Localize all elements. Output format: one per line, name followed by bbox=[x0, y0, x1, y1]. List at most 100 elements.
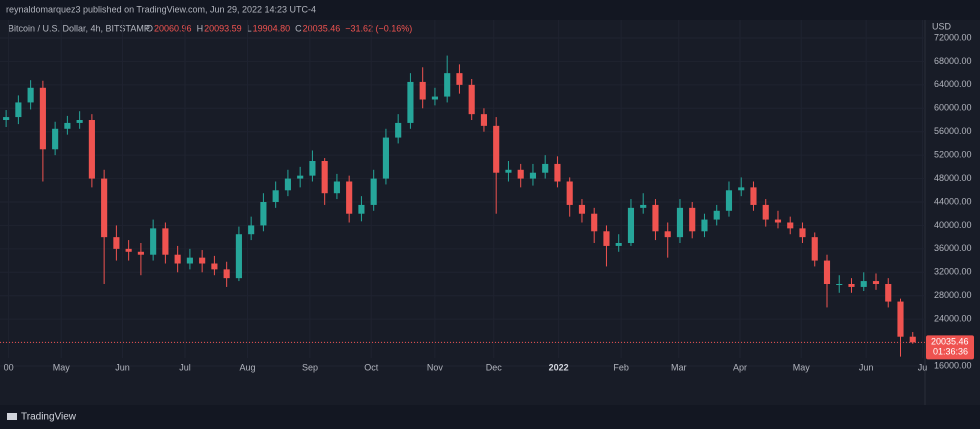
candle-body bbox=[811, 237, 818, 261]
candle-body bbox=[713, 210, 720, 220]
candle-body bbox=[554, 163, 561, 182]
candle-body bbox=[517, 169, 524, 179]
x-tick-label: Jun bbox=[115, 362, 130, 372]
candle-body bbox=[333, 181, 340, 194]
candle-body bbox=[15, 102, 22, 118]
ohlc-value: 20093.59 bbox=[204, 23, 242, 33]
ohlc-value: 19904.80 bbox=[253, 23, 291, 33]
x-tick-label: Jul bbox=[179, 362, 191, 372]
x-tick-label: Aug bbox=[239, 362, 255, 372]
candle-body bbox=[566, 181, 573, 205]
candle-body bbox=[260, 202, 267, 226]
candle-body bbox=[370, 178, 377, 205]
candle-body bbox=[848, 284, 855, 287]
candle-body bbox=[186, 257, 193, 264]
candle-body bbox=[909, 336, 916, 343]
candle-body bbox=[358, 204, 365, 214]
y-tick-label: 16000.00 bbox=[934, 360, 972, 370]
candle-body bbox=[321, 161, 328, 194]
candle-body bbox=[101, 178, 108, 238]
candle-body bbox=[664, 231, 671, 238]
candle-body bbox=[419, 81, 426, 100]
candle-body bbox=[493, 125, 500, 173]
candle-body bbox=[395, 122, 402, 138]
candle-body bbox=[223, 269, 230, 279]
y-tick-label: 32000.00 bbox=[934, 267, 972, 277]
x-tick-label: Jun bbox=[859, 362, 874, 372]
candle-body bbox=[689, 207, 696, 232]
y-tick-label: 40000.00 bbox=[934, 220, 972, 230]
x-tick-label: Feb bbox=[613, 362, 629, 372]
candle-body bbox=[150, 228, 157, 255]
candle-body bbox=[76, 120, 83, 123]
candle-body bbox=[676, 207, 684, 238]
y-tick-label: 64000.00 bbox=[934, 79, 972, 89]
last-price-box bbox=[926, 335, 974, 360]
candle-body bbox=[787, 222, 794, 229]
y-tick-label: 28000.00 bbox=[934, 290, 972, 300]
candle-body bbox=[113, 237, 120, 249]
x-tick-label: May bbox=[53, 362, 71, 372]
candle-body bbox=[823, 260, 831, 284]
last-price-label: 20035.46 bbox=[931, 337, 969, 347]
x-tick-label: Mar bbox=[671, 362, 687, 372]
candle-body bbox=[750, 187, 757, 205]
candle-body bbox=[297, 175, 304, 179]
candle-body bbox=[505, 169, 512, 173]
y-tick-label: 68000.00 bbox=[934, 56, 972, 66]
candle-body bbox=[872, 281, 880, 284]
candle-body bbox=[774, 219, 782, 223]
candle-body bbox=[603, 231, 610, 246]
candle-body bbox=[529, 172, 537, 179]
candle-body bbox=[382, 137, 389, 179]
brand: TradingView bbox=[21, 412, 77, 423]
x-tick-label: May bbox=[793, 362, 811, 372]
ohlc-key: L bbox=[247, 23, 252, 33]
candle-body bbox=[309, 161, 316, 176]
candle-body bbox=[860, 281, 867, 287]
candle-body bbox=[897, 301, 904, 337]
candle-body bbox=[762, 204, 769, 220]
candle-body bbox=[162, 228, 169, 255]
ohlc-key: C bbox=[295, 23, 302, 33]
candle-body bbox=[836, 284, 843, 285]
candle-body bbox=[137, 251, 144, 255]
y-tick-label: 44000.00 bbox=[934, 196, 972, 206]
candle-body bbox=[235, 234, 242, 279]
ohlc-key: H bbox=[197, 23, 204, 33]
x-tick-label: 00 bbox=[4, 362, 14, 372]
candle-body bbox=[738, 187, 745, 191]
publisher: reynaldomarquez3 published on TradingVie… bbox=[6, 4, 316, 14]
plot-background bbox=[0, 20, 980, 405]
candle-body bbox=[652, 204, 659, 232]
candle-body bbox=[444, 73, 451, 97]
symbol: Bitcoin / U.S. Dollar, 4h, BITSTAMP bbox=[8, 23, 150, 33]
x-tick-label: Ju bbox=[918, 362, 928, 372]
y-tick-label: 52000.00 bbox=[934, 150, 972, 160]
candle-body bbox=[615, 243, 622, 246]
candle-body bbox=[199, 257, 206, 264]
candle-body bbox=[431, 96, 438, 100]
x-tick-label: Dec bbox=[486, 362, 503, 372]
candle-body bbox=[39, 87, 46, 150]
candle-body bbox=[3, 117, 10, 120]
candle-body bbox=[64, 122, 71, 129]
y-tick-label: 60000.00 bbox=[934, 103, 972, 113]
candle-body bbox=[248, 225, 255, 235]
candle-body bbox=[627, 207, 635, 243]
currency: USD bbox=[932, 21, 952, 31]
y-tick-label: 56000.00 bbox=[934, 126, 972, 136]
candle-body bbox=[480, 114, 488, 126]
candle-body bbox=[799, 228, 806, 238]
y-tick-label: 24000.00 bbox=[934, 314, 972, 324]
ohlc-value: 20035.46 bbox=[303, 23, 341, 33]
countdown: 01:36:36 bbox=[933, 347, 968, 357]
x-tick-label: 2022 bbox=[549, 362, 569, 372]
y-tick-label: 72000.00 bbox=[934, 32, 972, 42]
candle-body bbox=[407, 81, 414, 123]
candle-body bbox=[640, 204, 647, 208]
candle-body bbox=[591, 213, 598, 232]
candle-body bbox=[578, 204, 586, 214]
